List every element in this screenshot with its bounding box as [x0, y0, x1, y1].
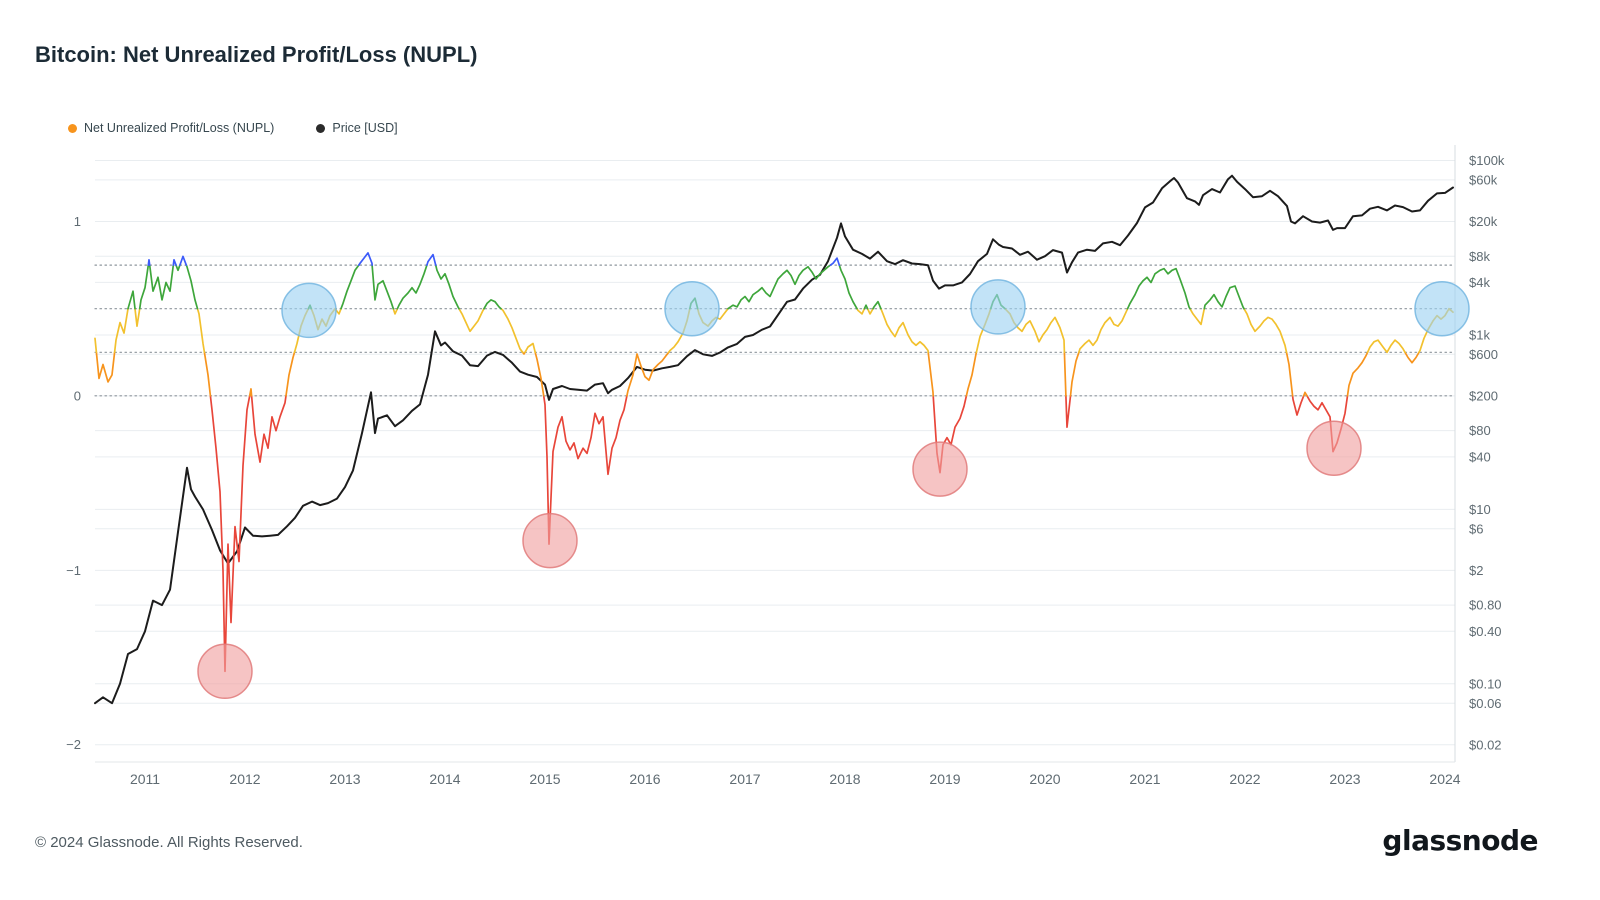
left-axis-tick-label: 1: [74, 214, 81, 229]
right-axis-tick-label: $0.02: [1469, 737, 1502, 752]
right-axis-tick-label: $600: [1469, 347, 1498, 362]
right-axis-tick-label: $6: [1469, 521, 1483, 536]
legend-label-nupl: Net Unrealized Profit/Loss (NUPL): [84, 121, 275, 135]
x-axis-tick-label: 2014: [429, 771, 460, 787]
capitulation-marker-icon: [197, 643, 253, 700]
x-axis-tick-label: 2015: [529, 771, 560, 787]
x-axis-tick-label: 2019: [929, 771, 960, 787]
right-axis-tick-label: $0.80: [1469, 598, 1502, 613]
legend-item-nupl[interactable]: Net Unrealized Profit/Loss (NUPL): [68, 121, 274, 135]
capitulation-marker-icon: [1306, 420, 1362, 476]
right-axis-tick-label: $0.06: [1469, 696, 1502, 711]
left-axis-tick-label: 0: [74, 388, 81, 403]
x-axis-tick-label: 2016: [629, 771, 660, 787]
legend: Net Unrealized Profit/Loss (NUPL) Price …: [68, 121, 398, 135]
x-axis-tick-label: 2011: [130, 771, 160, 787]
right-axis-tick-label: $20k: [1469, 214, 1498, 229]
x-axis-tick-label: 2013: [329, 771, 360, 787]
x-axis-tick-label: 2021: [1129, 771, 1160, 787]
page-title: Bitcoin: Net Unrealized Profit/Loss (NUP…: [35, 42, 478, 67]
x-axis-tick-label: 2022: [1229, 771, 1260, 787]
legend-item-price[interactable]: Price [USD]: [316, 121, 398, 135]
right-axis-tick-label: $60k: [1469, 172, 1498, 187]
right-axis-tick-label: $4k: [1469, 275, 1490, 290]
x-axis-tick-label: 2017: [729, 771, 760, 787]
right-axis-tick-label: $40: [1469, 449, 1491, 464]
x-axis-tick-label: 2018: [829, 771, 860, 787]
right-axis-tick-label: $10: [1469, 502, 1491, 517]
cycle-top-marker-icon: [1414, 280, 1470, 337]
right-axis-tick-label: $2: [1469, 563, 1483, 578]
left-axis-tick-label: −1: [66, 563, 81, 578]
x-axis-tick-label: 2024: [1429, 771, 1460, 787]
price-line: [94, 174, 1454, 705]
right-axis-tick-label: $80: [1469, 423, 1491, 438]
capitulation-marker-icon: [912, 441, 968, 497]
right-axis-tick-label: $1k: [1469, 328, 1490, 343]
capitulation-marker-icon: [522, 512, 578, 569]
cycle-top-marker-icon: [970, 279, 1026, 335]
left-axis-tick-label: −2: [66, 737, 81, 752]
legend-label-price: Price [USD]: [332, 121, 398, 135]
right-axis-tick-label: $100k: [1469, 153, 1505, 168]
right-axis-tick-label: $0.40: [1469, 624, 1502, 639]
right-axis-tick-label: $8k: [1469, 249, 1490, 264]
right-axis-tick-label: $0.10: [1469, 676, 1502, 691]
right-axis-tick-label: $200: [1469, 388, 1498, 403]
cycle-top-marker-icon: [281, 282, 337, 339]
footer-copyright: © 2024 Glassnode. All Rights Reserved.: [35, 834, 303, 851]
legend-dot-price-icon: [316, 123, 326, 133]
x-axis-tick-label: 2020: [1029, 771, 1060, 787]
legend-dot-nupl-icon: [68, 123, 77, 133]
x-axis-tick-label: 2023: [1329, 771, 1360, 787]
nupl-line-euphoria-greed: [147, 252, 841, 266]
cycle-top-marker-icon: [664, 280, 720, 337]
glassnode-logo[interactable]: glassnode: [1382, 824, 1538, 857]
nupl-line-capitulation: [209, 394, 1349, 673]
x-axis-tick-label: 2012: [229, 771, 260, 787]
nupl-line-hope-fear: [95, 351, 1420, 397]
